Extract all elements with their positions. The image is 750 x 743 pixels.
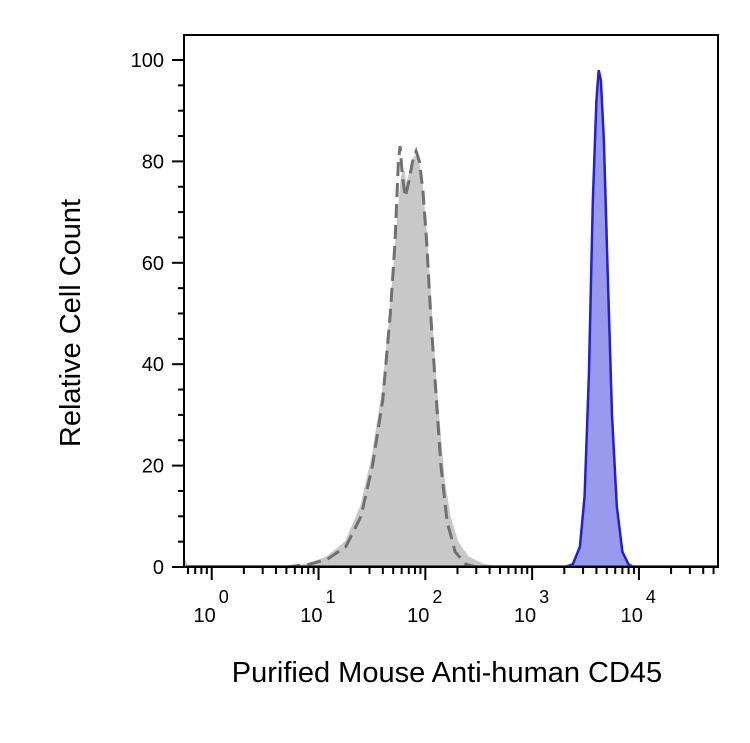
series-2-area bbox=[564, 70, 634, 567]
x-tick-label-exponent: 3 bbox=[539, 587, 549, 607]
y-tick-label: 20 bbox=[142, 456, 164, 478]
series-1-outline bbox=[286, 146, 477, 569]
series-0-area bbox=[184, 156, 718, 568]
plot-frame bbox=[183, 34, 719, 568]
y-tick-label: 80 bbox=[142, 151, 164, 173]
x-axis-title: Purified Mouse Anti-human CD45 bbox=[232, 657, 662, 689]
y-tick-label: 40 bbox=[142, 354, 164, 376]
x-tick-label-base: 10 bbox=[300, 605, 322, 627]
series-2-line bbox=[563, 69, 635, 569]
x-tick-label-exponent: 0 bbox=[219, 587, 229, 607]
x-tick-label-base: 10 bbox=[193, 605, 215, 627]
x-tick-label-base: 10 bbox=[407, 605, 429, 627]
y-tick-label: 0 bbox=[153, 557, 164, 579]
y-axis-title: Relative Cell Count bbox=[55, 199, 87, 447]
series-0-line bbox=[183, 154, 718, 568]
x-tick-label-exponent: 1 bbox=[326, 587, 336, 607]
y-tick-label: 100 bbox=[131, 50, 164, 72]
x-tick-label-exponent: 2 bbox=[432, 587, 442, 607]
x-tick-label-base: 10 bbox=[514, 605, 536, 627]
x-tick-label-base: 10 bbox=[621, 605, 643, 627]
y-tick-label: 60 bbox=[142, 253, 164, 275]
x-tick-label-exponent: 4 bbox=[646, 587, 656, 607]
